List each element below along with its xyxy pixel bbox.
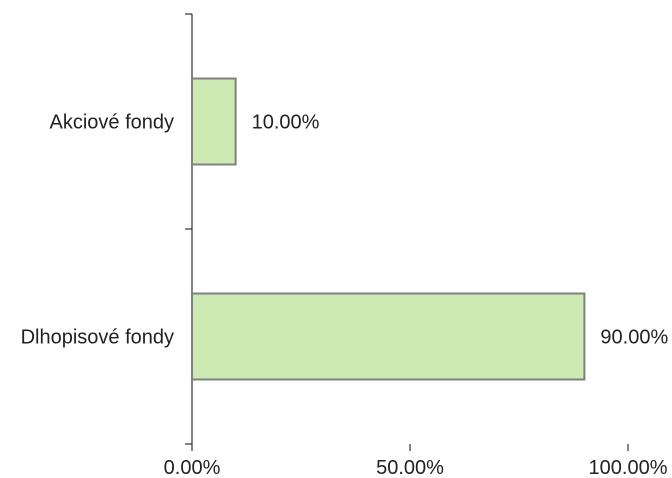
x-tick-label: 0.00%: [164, 457, 221, 478]
category-label: Akciové fondy: [49, 112, 174, 134]
plot-area: Akciové fondy 10.00% Dlhopisové fondy 90.00…: [21, 13, 668, 478]
data-label: 90.00%: [600, 327, 668, 349]
data-label: 10.00%: [252, 112, 320, 134]
x-tick-label: 50.00%: [376, 457, 444, 478]
category-label: Dlhopisové fondy: [21, 327, 174, 349]
bar-2: [191, 292, 586, 381]
x-tick-label: 100.00%: [589, 457, 668, 478]
bar-1: [191, 77, 237, 166]
